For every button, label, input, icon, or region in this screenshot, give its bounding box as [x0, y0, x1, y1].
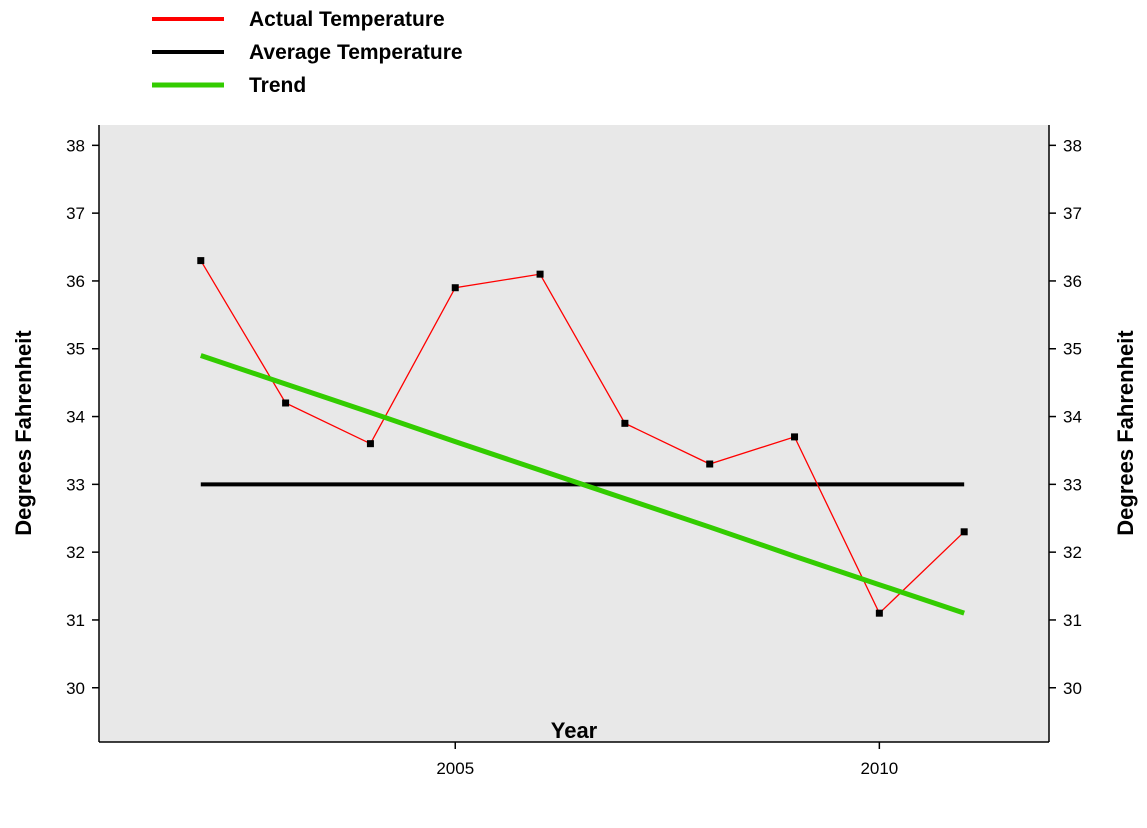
legend-label-0: Actual Temperature	[249, 8, 445, 31]
y-tick-label-left: 37	[66, 204, 85, 223]
y-axis-title-left: Degrees Fahrenheit	[11, 330, 36, 536]
x-tick-label: 2010	[860, 759, 898, 778]
data-point-actual-temperature	[706, 460, 714, 468]
series-layer	[197, 257, 968, 617]
y-tick-label-left: 33	[66, 475, 85, 494]
y-axis-title-right: Degrees Fahrenheit	[1113, 330, 1138, 536]
y-tick-label-right: 35	[1063, 340, 1082, 359]
data-point-actual-temperature	[791, 433, 799, 441]
plot-area	[99, 125, 1049, 742]
y-tick-label-right: 37	[1063, 204, 1082, 223]
y-tick-label-right: 32	[1063, 543, 1082, 562]
series-line-actual-temperature	[200, 260, 965, 615]
y-tick-label-right: 33	[1063, 475, 1082, 494]
y-tick-label-right: 30	[1063, 679, 1082, 698]
y-tick-label-right: 34	[1063, 408, 1082, 427]
legend: Actual Temperature Average Temperature Tre…	[152, 8, 463, 97]
legend-label-2: Trend	[249, 74, 306, 97]
data-point-actual-temperature	[960, 528, 968, 536]
data-point-actual-temperature	[282, 399, 290, 407]
y-tick-label-left: 36	[66, 272, 85, 291]
data-point-actual-temperature	[451, 284, 459, 292]
data-point-actual-temperature	[197, 257, 205, 265]
x-axis-title: Year	[551, 718, 598, 743]
y-tick-label-left: 34	[66, 408, 85, 427]
data-point-actual-temperature	[536, 270, 544, 278]
y-tick-label-left: 38	[66, 136, 85, 155]
data-point-actual-temperature	[621, 419, 629, 427]
series-line-trend	[199, 353, 965, 616]
y-tick-label-left: 35	[66, 340, 85, 359]
data-point-actual-temperature	[366, 440, 374, 448]
y-tick-label-right: 31	[1063, 611, 1082, 630]
data-point-actual-temperature	[875, 609, 883, 617]
axes: 30 30 31 31 32 32 33 33 34 34 35 35 36 36 37 37 38 38 2005…	[66, 125, 1082, 778]
y-tick-label-right: 36	[1063, 272, 1082, 291]
x-tick-label: 2005	[436, 759, 474, 778]
y-tick-label-left: 32	[66, 543, 85, 562]
y-tick-label-left: 31	[66, 611, 85, 630]
y-tick-label-left: 30	[66, 679, 85, 698]
y-tick-label-right: 38	[1063, 136, 1082, 155]
legend-label-1: Average Temperature	[249, 41, 463, 64]
